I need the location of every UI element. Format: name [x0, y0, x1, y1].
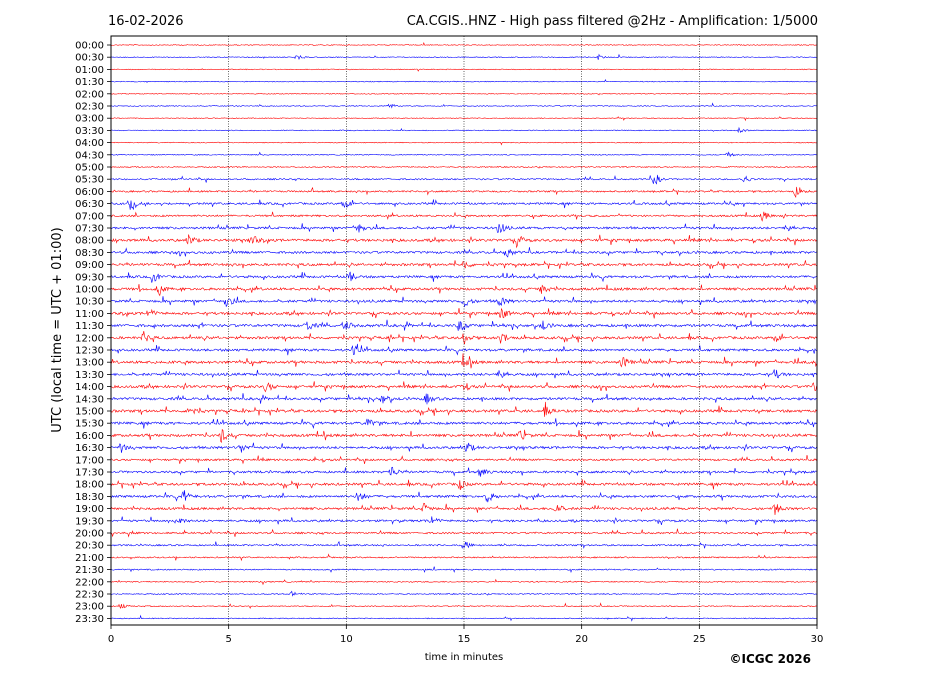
- trace-2330: [110, 614, 817, 622]
- y-tick-label: 03:30: [75, 126, 104, 137]
- y-tick-label: 22:00: [75, 577, 104, 588]
- y-tick-label: 19:00: [75, 504, 104, 515]
- trace-0730: [110, 223, 817, 234]
- y-tick-label: 07:00: [75, 211, 104, 222]
- y-tick-label: 11:30: [75, 321, 104, 332]
- x-tick-label: 10: [340, 634, 353, 645]
- y-tick-label: 00:30: [75, 53, 104, 64]
- y-tick-label: 18:30: [75, 492, 104, 503]
- y-tick-label: 15:00: [75, 407, 104, 418]
- x-tick-label: 0: [108, 634, 114, 645]
- y-tick-label: 10:30: [75, 297, 104, 308]
- chart-date: 16-02-2026: [108, 14, 184, 29]
- y-tick-label: 02:30: [75, 102, 104, 113]
- y-tick-label: 05:30: [75, 175, 104, 186]
- y-tick-label: 21:30: [75, 565, 104, 576]
- trace-0430: [110, 151, 817, 158]
- copyright-label: ©ICGC 2026: [729, 652, 811, 666]
- trace-0230: [110, 102, 817, 109]
- y-tick-label: 20:30: [75, 541, 104, 552]
- y-tick-label: 16:00: [75, 431, 104, 442]
- trace-2000: [110, 528, 817, 538]
- trace-0330: [110, 126, 817, 134]
- y-tick-label: 22:30: [75, 590, 104, 601]
- y-tick-label: 18:00: [75, 480, 104, 491]
- y-tick-label: 08:30: [75, 248, 104, 259]
- chart-title: CA.CGIS..HNZ - High pass filtered @2Hz -…: [407, 14, 818, 29]
- y-tick-label: 01:00: [75, 65, 104, 76]
- x-tick-label: 20: [575, 634, 588, 645]
- grid-layer: [228, 36, 700, 625]
- y-tick-label: 13:00: [75, 358, 104, 369]
- x-tick-label: 25: [693, 634, 706, 645]
- y-tick-label: 12:30: [75, 346, 104, 357]
- y-tick-label: 09:00: [75, 260, 104, 271]
- trace-0500: [110, 165, 817, 169]
- trace-2130: [110, 566, 817, 574]
- y-tick-label: 06:30: [75, 199, 104, 210]
- y-tick-label: 07:30: [75, 224, 104, 235]
- y-tick-label: 14:30: [75, 394, 104, 405]
- y-tick-label: 01:30: [75, 77, 104, 88]
- trace-0000: [110, 42, 817, 46]
- y-tick-label: 21:00: [75, 553, 104, 564]
- trace-0630: [110, 199, 817, 210]
- trace-1100: [110, 307, 817, 319]
- trace-1530: [110, 418, 817, 429]
- trace-0400: [110, 141, 817, 146]
- trace-2100: [110, 553, 817, 562]
- trace-1430: [110, 393, 817, 405]
- y-tick-label: 10:00: [75, 285, 104, 296]
- y-tick-label: 06:00: [75, 187, 104, 198]
- x-axis-ticks: 0 5 10 15 20 25 30: [108, 625, 824, 645]
- y-tick-label: 03:00: [75, 114, 104, 125]
- y-tick-label: 11:00: [75, 309, 104, 320]
- trace-1600: [110, 428, 817, 444]
- y-tick-label: 13:30: [75, 370, 104, 381]
- trace-1730: [110, 466, 817, 477]
- y-tick-label: 14:00: [75, 382, 104, 393]
- trace-1400: [110, 381, 817, 393]
- y-tick-label: 00:00: [75, 41, 104, 52]
- y-tick-label: 23:30: [75, 614, 104, 625]
- y-tick-label: 19:30: [75, 516, 104, 527]
- trace-1200: [110, 331, 817, 345]
- x-axis-label: time in minutes: [425, 652, 504, 663]
- trace-2030: [110, 540, 817, 549]
- y-tick-label: 17:00: [75, 455, 104, 466]
- y-tick-label: 17:30: [75, 468, 104, 479]
- y-tick-label: 05:00: [75, 163, 104, 174]
- x-tick-label: 30: [811, 634, 824, 645]
- x-tick-label: 5: [225, 634, 231, 645]
- y-tick-label: 04:00: [75, 138, 104, 149]
- x-tick-label: 15: [458, 634, 471, 645]
- plot-frame: [110, 35, 818, 626]
- y-axis-label: UTC (local time = UTC + 01:00): [50, 227, 65, 432]
- trace-1800: [110, 479, 817, 491]
- y-tick-label: 04:30: [75, 150, 104, 161]
- y-tick-label: 20:00: [75, 529, 104, 540]
- y-tick-label: 08:00: [75, 236, 104, 247]
- y-tick-label: 16:30: [75, 443, 104, 454]
- y-tick-label: 23:00: [75, 602, 104, 613]
- y-tick-label: 09:30: [75, 272, 104, 283]
- y-tick-label: 15:30: [75, 419, 104, 430]
- trace-0700: [110, 211, 817, 222]
- trace-0830: [110, 247, 817, 258]
- trace-1330: [110, 369, 817, 379]
- y-tick-label: 02:00: [75, 89, 104, 100]
- trace-0300: [110, 116, 817, 122]
- y-tick-label: 12:00: [75, 333, 104, 344]
